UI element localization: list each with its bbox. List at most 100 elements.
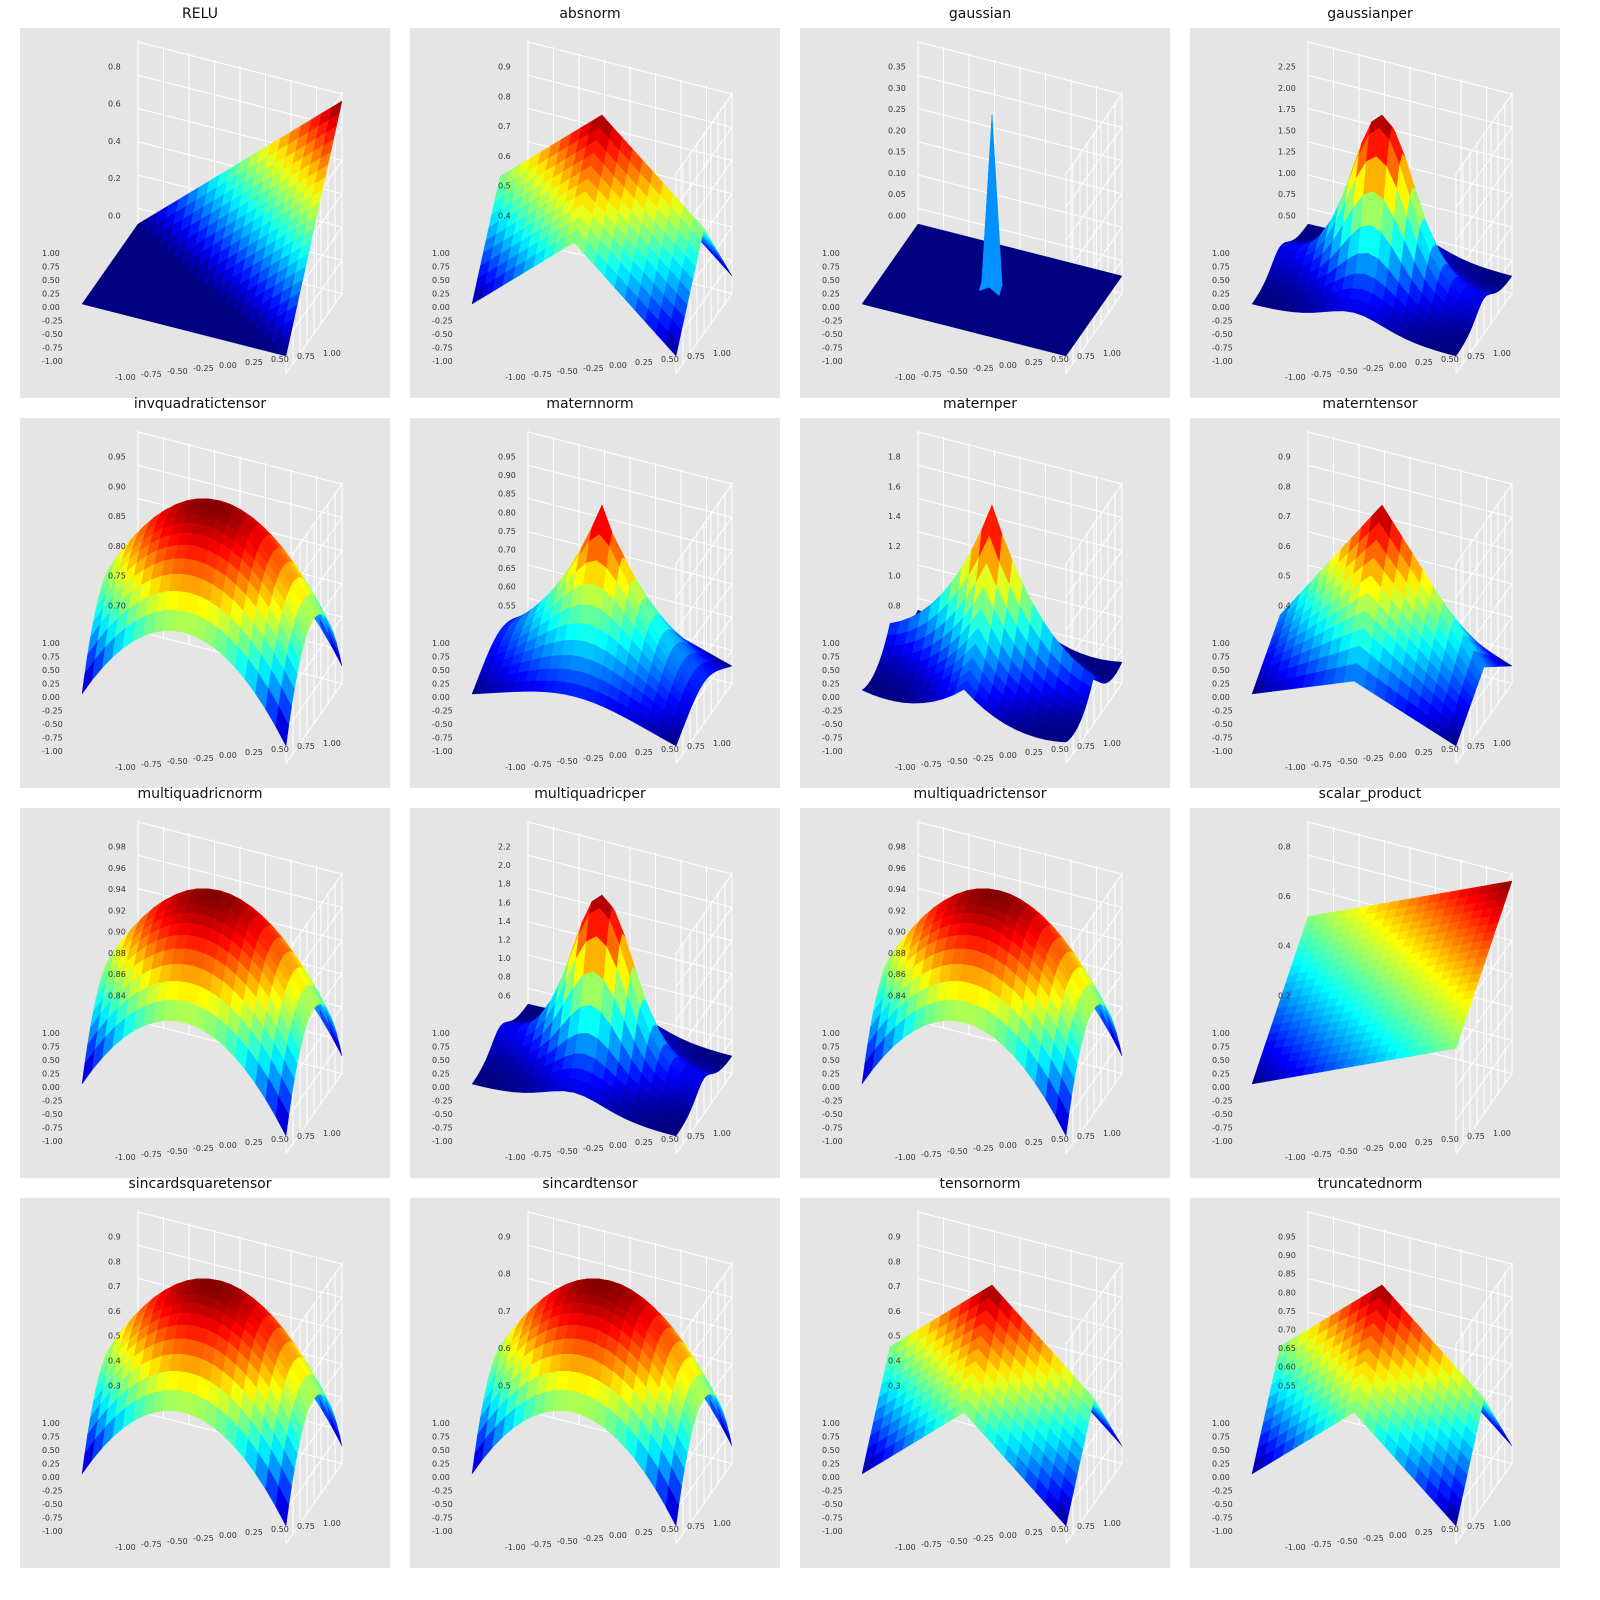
y-tick-label: -0.25 [42, 1097, 63, 1106]
x-tick-label: -0.25 [193, 754, 214, 763]
z-tick-label: 0.86 [108, 970, 126, 979]
grid-line [527, 821, 733, 955]
z-tick-label: 0.7 [1278, 512, 1291, 521]
y-tick-label: 0.00 [432, 1083, 450, 1092]
subplot-title: multiquadricnorm [137, 786, 263, 802]
axes-panel: 0.4 0.5 0.6 0.7 0.8 0.9 1.00 0.75 0.50 0.25 0.00 -0… [410, 28, 780, 398]
y-tick-label: 0.25 [42, 290, 60, 299]
y-tick-label: 0.50 [42, 1056, 60, 1065]
y-tick-label: -0.75 [42, 344, 63, 353]
y-tick-label: 1.00 [1212, 249, 1230, 258]
z-tick-label: 1.4 [888, 512, 901, 521]
x-tick-label: 0.50 [661, 355, 679, 364]
y-tick-label: 0.00 [432, 693, 450, 702]
y-tick-label: -0.50 [1212, 330, 1233, 339]
grid-line [1307, 431, 1513, 565]
x-tick-label: -1.00 [505, 373, 526, 382]
x-tick-label: -0.50 [1337, 367, 1358, 376]
x-tick-label: -0.75 [1311, 760, 1332, 769]
surface-plot: 0.81.01.21.41.61.81.000.750.500.250.00-0… [822, 430, 1123, 772]
z-tick-label: 1.50 [1278, 126, 1296, 135]
grid-line [917, 108, 1123, 241]
z-tick-label: 0.4 [108, 137, 121, 146]
surface-plot: 0.840.860.880.900.920.940.960.981.000.75… [42, 820, 343, 1162]
surface-facet [275, 705, 290, 747]
z-tick-label: 0.95 [108, 453, 126, 462]
surface-facet [1445, 730, 1460, 747]
grid-line [137, 431, 343, 565]
subplot-title: multiquadrictensor [913, 786, 1047, 802]
x-tick-label: -0.75 [141, 1150, 162, 1159]
z-tick-label: 0.9 [498, 63, 511, 72]
x-tick-label: -0.75 [531, 1150, 552, 1159]
z-tick-label: 1.2 [498, 935, 511, 944]
z-tick-label: 0.6 [498, 991, 511, 1000]
surface [861, 114, 1123, 357]
x-tick-label: -1.00 [115, 1153, 136, 1162]
z-tick-label: 0.30 [888, 84, 906, 93]
z-tick-label: 0.25 [888, 105, 906, 114]
y-tick-label: -0.25 [822, 317, 843, 326]
z-tick-label: 0.6 [108, 100, 121, 109]
axis-grid [917, 40, 1123, 374]
x-tick-label: -0.25 [583, 1144, 604, 1153]
z-tick-label: 0.88 [888, 949, 906, 958]
x-tick-label: -0.75 [921, 370, 942, 379]
subplot-title: absnorm [559, 6, 621, 22]
grid-line [917, 821, 1123, 955]
y-tick-label: -1.00 [432, 1137, 453, 1146]
y-tick-label: -1.00 [822, 357, 843, 366]
z-tick-label: 0.98 [108, 843, 126, 852]
grid-line [1307, 41, 1513, 175]
z-tick-label: 1.6 [498, 898, 511, 907]
subplot-title: maternper [943, 396, 1017, 412]
grid-line [527, 498, 733, 631]
surface-facet [1445, 348, 1460, 357]
x-tick-label: -0.25 [583, 754, 604, 763]
x-tick-label: 1.00 [323, 739, 341, 748]
y-tick-label: 0.25 [822, 290, 840, 299]
grid-line [917, 74, 1123, 208]
y-tick-label: -0.75 [432, 734, 453, 743]
y-tick-label: 0.50 [432, 1056, 450, 1065]
x-tick-label: 1.00 [323, 349, 341, 358]
z-tick-label: 0.92 [888, 906, 906, 915]
subplot-4: invquadratictensor 0.70 0.75 0.80 0.85 0.90 0.… [0, 390, 400, 790]
grid-line [137, 464, 343, 598]
y-tick-label: -1.00 [1212, 357, 1233, 366]
surface-plot: 0.40.50.60.70.80.91.000.750.500.250.00-0… [432, 40, 733, 382]
y-tick-label: 0.75 [432, 263, 450, 272]
y-tick-label: -0.50 [432, 330, 453, 339]
x-tick-label: 0.75 [1077, 742, 1095, 751]
x-tick-label: -1.00 [505, 1153, 526, 1162]
y-tick-label: 0.00 [822, 693, 840, 702]
x-tick-label: 0.00 [609, 361, 627, 370]
subplot-0: RELU 0.0 0.2 0.4 0.6 0.8 1.00 0.75 0.50 0.25 0.00-… [0, 0, 400, 400]
z-tick-label: 0.70 [108, 601, 126, 610]
y-tick-label: -0.50 [432, 1110, 453, 1119]
grid-line [917, 41, 1123, 175]
surface [471, 504, 733, 747]
y-tick-label: 1.00 [432, 639, 450, 648]
x-tick-label: 0.75 [1077, 352, 1095, 361]
x-tick-label: -0.50 [557, 1147, 578, 1156]
z-tick-label: 0.85 [498, 490, 516, 499]
axes-panel: 0.8 1.0 1.2 1.4 1.6 1.8 1.00 0.75 0.50 0.25 0.00 -0… [800, 418, 1170, 788]
z-tick-label: 0.35 [888, 63, 906, 72]
subplot-2: gaussian 0.00 0.05 0.10 0.15 0.20 0.25 0.30 0.35… [780, 0, 1180, 400]
y-tick-label: -1.00 [42, 1137, 63, 1146]
x-tick-label: -1.00 [115, 763, 136, 772]
grid-line [137, 854, 343, 988]
y-tick-label: -0.75 [822, 344, 843, 353]
x-tick-label: -1.00 [115, 373, 136, 382]
x-tick-label: 0.75 [687, 1132, 705, 1141]
z-tick-label: 0.15 [888, 148, 906, 157]
y-tick-label: 0.00 [432, 303, 450, 312]
z-tick-label: 0.50 [1278, 211, 1296, 220]
y-tick-label: 0.50 [432, 276, 450, 285]
x-tick-label: 0.00 [999, 751, 1017, 760]
z-tick-label: 0.92 [108, 906, 126, 915]
x-tick-label: 1.00 [713, 349, 731, 358]
y-tick-label: 0.25 [42, 1070, 60, 1079]
z-tick-label: 0.94 [888, 885, 906, 894]
